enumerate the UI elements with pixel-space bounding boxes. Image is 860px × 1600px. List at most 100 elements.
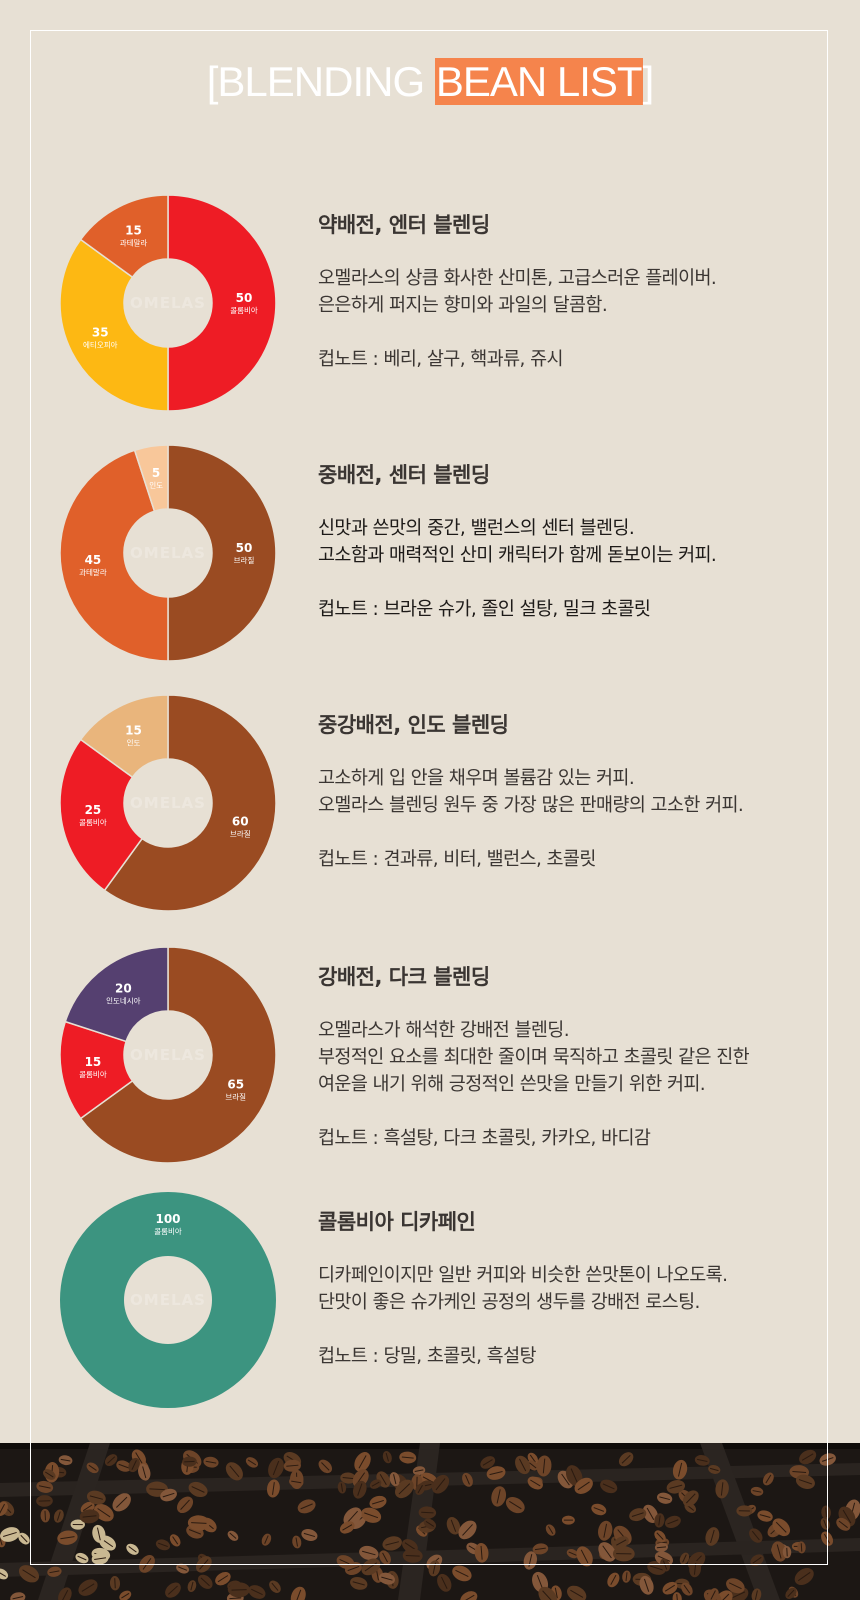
coffee-bean-crease <box>621 1454 631 1464</box>
coffee-bean-crease <box>496 1489 501 1504</box>
coffee-bean-crease <box>728 1582 742 1590</box>
blend-cupnote: 컵노트 : 당밀, 초콜릿, 흑설탕 <box>318 1346 537 1367</box>
coffee-bean-crease <box>610 1574 617 1585</box>
slice-value-label: 65 <box>227 1078 244 1092</box>
coffee-bean-crease <box>271 1582 279 1591</box>
title-bracket-open: [ <box>206 58 219 105</box>
slice-origin-label: 콜롬비아 <box>79 1069 107 1079</box>
slice-origin-label: 콜롬비아 <box>79 817 107 827</box>
blend-cupnote: 컵노트 : 브라운 슈가, 졸인 설탕, 밀크 초콜릿 <box>318 599 651 620</box>
blend-cupnote: 컵노트 : 베리, 살구, 핵과류, 쥬시 <box>318 349 564 370</box>
slice-value-label: 15 <box>125 723 142 737</box>
coffee-bean-crease <box>60 1458 71 1462</box>
coffee-bean-crease <box>393 1474 397 1485</box>
coffee-bean-crease <box>823 1519 828 1529</box>
donut-slice <box>79 694 169 779</box>
coffee-bean-crease <box>352 1581 365 1586</box>
coffee-bean-crease <box>191 1522 207 1524</box>
coffee-bean-crease <box>229 1532 237 1539</box>
coffee-bean-crease <box>542 1458 546 1474</box>
slice-origin-label: 브라질 <box>234 556 255 565</box>
slice-origin-label: 에티오피아 <box>83 340 118 350</box>
coffee-bean-crease <box>217 1575 229 1583</box>
coffee-bean-crease <box>3 1531 17 1538</box>
coffee-bean-crease <box>798 1479 813 1485</box>
coffee-bean-crease <box>792 1470 807 1474</box>
blend-section-medium-dark: 60 브라질 25 콜롬비아 15 인도 OMELAS 중강배전, 인도 블렌딩 고소하게 … <box>0 693 860 923</box>
coffee-bean-crease <box>580 1549 589 1564</box>
coffee-bean-crease <box>342 1476 354 1480</box>
coffee-bean-crease <box>149 1488 165 1491</box>
coffee-bean-crease <box>162 1492 175 1498</box>
coffee-bean-crease <box>20 1534 28 1543</box>
coffee-bean-crease <box>646 1507 655 1521</box>
coffee-bean-crease <box>401 1456 414 1459</box>
coffee-bean-crease <box>300 1503 313 1510</box>
coffee-bean-crease <box>131 1460 137 1470</box>
coffee-bean-crease <box>542 1590 554 1600</box>
coffee-bean-crease <box>22 1569 36 1579</box>
coffee-bean-crease <box>465 1474 470 1485</box>
coffee-bean-crease <box>247 1459 257 1466</box>
blend-cupnote: 컵노트 : 견과류, 비터, 밸런스, 초콜릿 <box>318 849 596 870</box>
coffee-bean-crease <box>77 1555 87 1561</box>
coffee-bean-crease <box>450 1519 457 1532</box>
coffee-bean-crease <box>56 1511 61 1521</box>
coffee-beans-photo <box>0 1443 860 1600</box>
coffee-bean-crease <box>121 1592 130 1599</box>
coffee-bean-crease <box>340 1483 344 1492</box>
coffee-bean-crease <box>347 1510 358 1523</box>
coffee-bean-crease <box>643 1578 650 1592</box>
coffee-bean-crease <box>200 1577 210 1587</box>
coffee-bean-crease <box>650 1565 664 1571</box>
blend-section-dark: 65 브라질 15 콜롬비아 20 인도네시아 OMELAS 강배전, 다크 블렌딩 오멜라… <box>0 945 860 1175</box>
coffee-bean-crease <box>530 1479 541 1487</box>
coffee-bean-crease <box>603 1523 608 1538</box>
donut-slice <box>59 738 144 892</box>
coffee-bean-crease <box>405 1554 420 1557</box>
coffee-bean-crease <box>291 1480 302 1484</box>
blend-description-line: 디카페인이지만 일반 커피와 비슷한 쓴맛톤이 나오도록. <box>318 1265 728 1286</box>
donut-slice <box>59 449 169 662</box>
coffee-bean-crease <box>272 1482 275 1495</box>
coffee-bean-crease <box>658 1515 661 1526</box>
coffee-bean-crease <box>693 1563 697 1575</box>
coffee-bean-crease <box>667 1519 679 1525</box>
coffee-bean-crease <box>697 1458 708 1462</box>
slice-origin-label: 인도 <box>149 480 163 490</box>
coffee-bean-crease <box>295 1589 302 1600</box>
coffee-bean-crease <box>89 1495 103 1500</box>
coffee-bean-crease <box>561 1473 570 1486</box>
coffee-bean-crease <box>720 1482 724 1496</box>
blend-description-line: 부정적인 요소를 최대한 줄이며 묵직하고 초콜릿 같은 진한 <box>318 1047 750 1068</box>
coffee-bean-crease <box>440 1576 448 1589</box>
coffee-bean-crease <box>38 1485 51 1489</box>
title-plain: BLENDING <box>217 58 435 105</box>
coffee-bean-crease <box>534 1547 546 1551</box>
blend-description-line: 신맛과 쓴맛의 중간, 밸런스의 센터 블렌딩. <box>318 518 635 539</box>
coffee-bean-crease <box>602 1483 615 1490</box>
coffee-bean-crease <box>272 1460 280 1476</box>
coffee-bean-crease <box>229 1597 242 1600</box>
coffee-bean-crease <box>358 1455 367 1469</box>
coffee-bean-crease <box>81 1583 95 1592</box>
coffee-bean-crease <box>178 1566 188 1571</box>
blend-description-line: 고소하게 입 안을 채우며 볼륨감 있는 커피. <box>318 768 635 789</box>
watermark-logo: OMELAS <box>130 1291 206 1309</box>
coffee-bean-crease <box>372 1499 384 1505</box>
slice-value-label: 100 <box>155 1212 180 1226</box>
coffee-bean-crease <box>776 1544 782 1559</box>
coffee-bean-crease <box>191 1486 205 1493</box>
coffee-bean-crease <box>554 1587 558 1599</box>
coffee-bean-crease <box>752 1490 762 1493</box>
coffee-bean-crease <box>801 1453 814 1461</box>
blend-description-line: 오멜라스 블렌딩 원두 중 가장 많은 판매량의 고소한 커피. <box>318 795 744 816</box>
coffee-bean-crease <box>357 1483 363 1496</box>
coffee-bean-crease <box>676 1594 679 1600</box>
coffee-bean-crease <box>683 1584 691 1594</box>
coffee-bean-crease <box>167 1585 178 1595</box>
coffee-bean-crease <box>509 1500 522 1510</box>
